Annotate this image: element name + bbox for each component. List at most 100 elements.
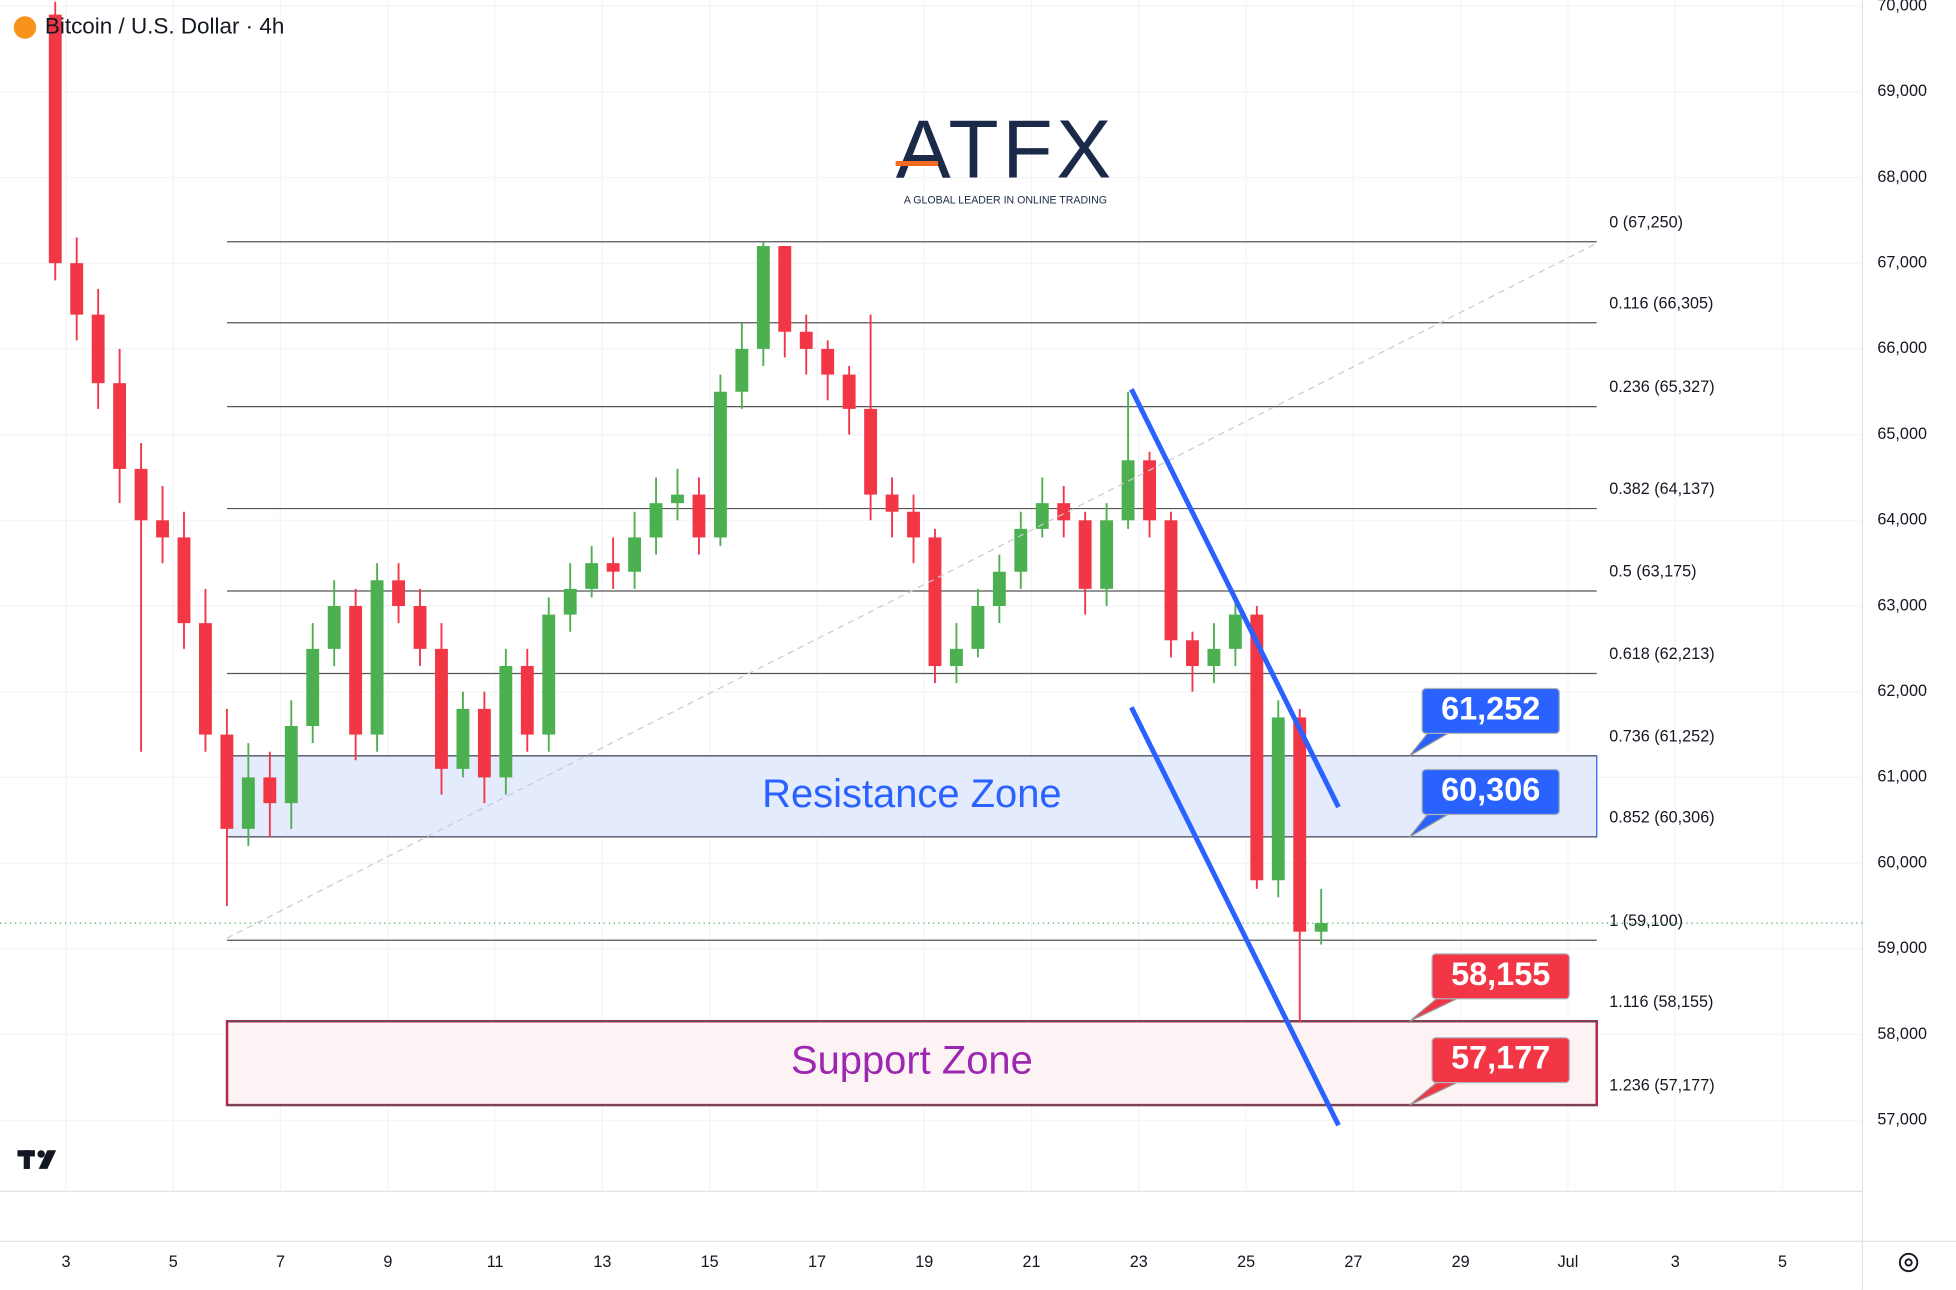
header: Bitcoin / U.S. Dollar · 4h xyxy=(13,13,284,39)
y-tick-label: 70,000 xyxy=(1877,0,1927,14)
settings-icon[interactable] xyxy=(1898,1252,1919,1273)
candle-body xyxy=(91,314,105,384)
x-tick-label: 17 xyxy=(808,1253,826,1271)
callout-box xyxy=(1421,768,1560,816)
candle-body xyxy=(1228,614,1242,649)
y-tick-label: 57,000 xyxy=(1877,1111,1927,1129)
callout-label: 61,252 xyxy=(1441,690,1540,726)
x-tick-label: 25 xyxy=(1237,1253,1255,1271)
x-tick-label: 9 xyxy=(383,1253,392,1271)
settings-button[interactable] xyxy=(1898,1252,1919,1273)
candle-body xyxy=(1250,614,1264,881)
candle-body xyxy=(1164,520,1178,641)
tv-logo-part xyxy=(23,1150,30,1169)
candle-body xyxy=(1078,520,1092,589)
candle-body xyxy=(885,494,899,512)
candle-body xyxy=(456,708,470,769)
y-tick-label: 68,000 xyxy=(1877,168,1927,186)
zone-label: Support Zone xyxy=(791,1039,1033,1083)
candle-body xyxy=(1100,520,1114,589)
candle-body xyxy=(370,580,384,735)
candle-body xyxy=(520,666,534,735)
callout-label: 60,306 xyxy=(1441,772,1540,808)
candle-body xyxy=(671,494,684,504)
candle-body xyxy=(799,331,813,349)
candle-body xyxy=(306,648,320,726)
candle-body xyxy=(606,563,620,572)
x-tick-label: 15 xyxy=(701,1253,719,1271)
x-tick-label: 27 xyxy=(1344,1253,1362,1271)
fib-label: 0.116 (66,305) xyxy=(1609,294,1713,312)
candle-body xyxy=(284,725,298,804)
fib-label: 0 (67,250) xyxy=(1609,213,1683,231)
y-tick-label: 69,000 xyxy=(1877,82,1927,100)
candle-body xyxy=(1293,717,1307,932)
tv-logo-part xyxy=(38,1150,57,1169)
candle-body xyxy=(477,708,491,778)
y-tick-label: 65,000 xyxy=(1877,425,1927,443)
candle-body xyxy=(928,537,942,667)
x-tick-label: 13 xyxy=(593,1253,611,1271)
candle-body xyxy=(177,537,191,624)
y-tick-label: 58,000 xyxy=(1877,1025,1927,1043)
candle-body xyxy=(649,503,663,538)
y-tick-label: 66,000 xyxy=(1877,339,1927,357)
fib-label: 0.852 (60,306) xyxy=(1609,808,1714,826)
candle-body xyxy=(48,14,62,264)
tv-logo-part xyxy=(37,1150,45,1158)
candle-body xyxy=(349,606,363,735)
logo-tagline: A GLOBAL LEADER IN ONLINE TRADING xyxy=(904,195,1107,207)
candle-body xyxy=(907,511,920,538)
tv-logo xyxy=(17,1150,57,1169)
callout-pointer xyxy=(1409,995,1463,1022)
candle-body xyxy=(1035,503,1049,529)
channel-upper xyxy=(1129,388,1341,809)
candle-body xyxy=(1143,460,1156,521)
x-tick-label: 5 xyxy=(1778,1253,1787,1271)
candle-body xyxy=(735,348,749,392)
fib-label: 1.116 (58,155) xyxy=(1609,993,1713,1011)
candle-body xyxy=(435,648,448,769)
candle-body xyxy=(1186,640,1199,667)
candle-body xyxy=(821,348,835,375)
fib-label: 0.236 (65,327) xyxy=(1609,378,1714,396)
candle-body xyxy=(949,648,963,667)
y-tick-label: 63,000 xyxy=(1877,596,1927,614)
x-tick-label: 11 xyxy=(487,1253,504,1271)
settings-dot xyxy=(1904,1258,1913,1267)
candle-body xyxy=(1207,648,1221,667)
fib-label: 0.736 (61,252) xyxy=(1609,727,1714,745)
x-tick-label: 29 xyxy=(1452,1253,1470,1271)
candle-body xyxy=(1314,923,1328,932)
candle-body xyxy=(1271,717,1285,881)
candle-body xyxy=(992,571,1006,607)
y-tick-label: 64,000 xyxy=(1877,511,1927,529)
candle-body xyxy=(156,520,169,538)
candle-body xyxy=(563,588,577,615)
watermark-logo: ATFX A GLOBAL LEADER IN ONLINE TRADING xyxy=(895,104,1115,207)
fib-trend-line xyxy=(226,242,1598,939)
candle-body xyxy=(199,623,212,735)
y-tick-label: 59,000 xyxy=(1877,939,1927,957)
y-tick-label: 67,000 xyxy=(1877,253,1927,271)
logo-name: ATFX xyxy=(896,104,1115,196)
candle-body xyxy=(327,606,341,649)
x-tick-label: 19 xyxy=(915,1253,933,1271)
callout-label: 58,155 xyxy=(1451,956,1550,992)
candle-body xyxy=(971,606,985,649)
candle-body xyxy=(842,374,856,409)
candle-body xyxy=(134,468,148,521)
callout-box xyxy=(1431,1037,1570,1084)
candle-body xyxy=(413,606,427,649)
x-tick-label: 5 xyxy=(169,1253,178,1271)
callout-label: 57,177 xyxy=(1451,1040,1550,1076)
fib-label: 1 (59,100) xyxy=(1609,912,1683,930)
x-tick-label: 23 xyxy=(1130,1253,1148,1271)
plot: Resistance Zone Support Zone 0 (67,250) 0.1… xyxy=(0,0,1863,1192)
fib-label: 0.5 (63,175) xyxy=(1609,563,1696,581)
zone xyxy=(225,1020,1598,1107)
candle-body xyxy=(542,614,556,735)
fib-label: 0.382 (64,137) xyxy=(1609,480,1714,498)
